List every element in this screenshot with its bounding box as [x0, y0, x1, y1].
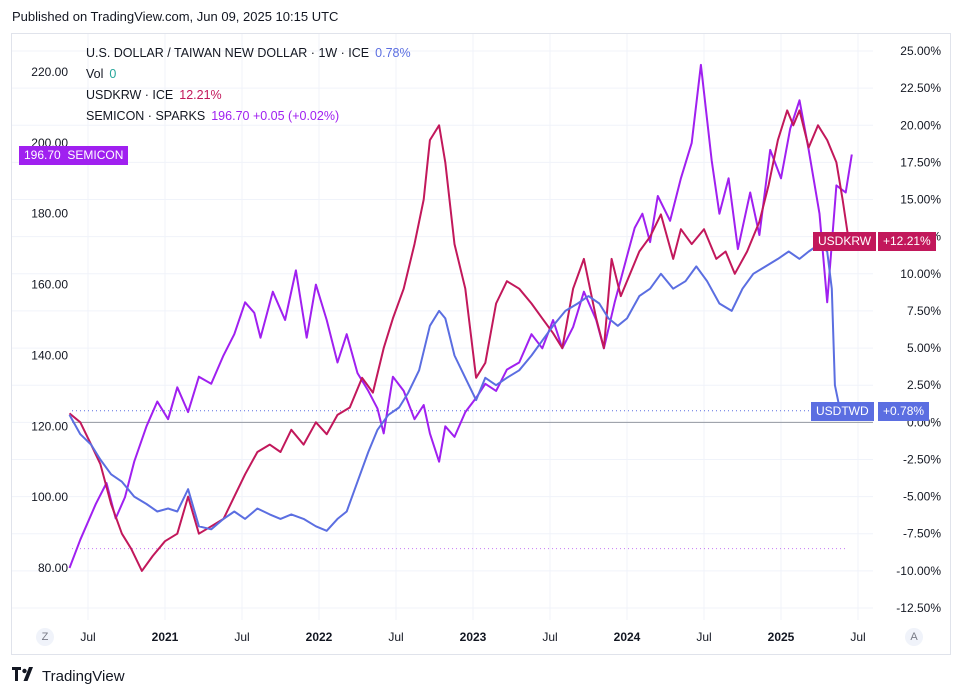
right-axis-tick: -12.50%	[896, 601, 941, 615]
right-axis-tick: 2.50%	[907, 378, 941, 392]
right-axis-tick: 15.00%	[900, 193, 941, 207]
series-line-usdtwd	[68, 243, 845, 532]
legend-main-value: 0.78%	[375, 46, 411, 60]
right-axis-tick: 20.00%	[900, 118, 941, 132]
x-axis-tick: Jul	[696, 630, 711, 644]
left-axis-tick: 140.00	[31, 348, 68, 362]
footer-brand[interactable]: TradingView	[42, 667, 125, 685]
legend-main-title: U.S. DOLLAR / TAIWAN NEW DOLLAR · 1W · I…	[86, 46, 370, 60]
left-axis-tick: 180.00	[31, 207, 68, 221]
chart-frame	[11, 33, 951, 655]
x-axis-tick: Jul	[850, 630, 865, 644]
left-axis-tick: 100.00	[31, 490, 68, 504]
legend-vol-value: 0	[109, 67, 117, 81]
twd-name-tag: USDTWD	[811, 402, 874, 421]
tradingview-logo-icon	[12, 667, 36, 685]
x-axis-tick: Jul	[542, 630, 557, 644]
twd-value-tag: +0.78%	[878, 402, 930, 421]
left-axis-tick: 220.00	[31, 65, 68, 79]
legend-semicon-value: 196.70 +0.05 (+0.02%)	[211, 109, 340, 123]
x-axis-tick: 2022	[306, 630, 333, 644]
krw-name-tag: USDKRW	[813, 232, 877, 251]
auto-scale-left-button[interactable]: Z	[36, 628, 54, 646]
auto-scale-right-button[interactable]: A	[905, 628, 923, 646]
series-line-usdkrw	[68, 109, 850, 572]
legend-krw-value: 12.21%	[179, 88, 222, 102]
legend-row-krw[interactable]: USDKRW · ICE 12.21%	[86, 85, 411, 106]
right-axis-tick: 7.50%	[907, 304, 941, 318]
legend-row-semicon[interactable]: SEMICON · SPARKS 196.70 +0.05 (+0.02%)	[86, 106, 411, 127]
left-axis-tick: 80.00	[38, 561, 68, 575]
right-axis-tick: 22.50%	[900, 81, 941, 95]
x-axis-tick: 2024	[614, 630, 641, 644]
legend-krw-title: USDKRW · ICE	[86, 88, 174, 102]
semicon-price-tag: 196.70 SEMICON	[19, 146, 129, 165]
krw-value-tag: +12.21%	[878, 232, 936, 251]
right-axis-tick: 5.00%	[907, 341, 941, 355]
left-axis-tick: 160.00	[31, 278, 68, 292]
legend-semicon-title: SEMICON · SPARKS	[86, 109, 206, 123]
right-axis-tick: 17.50%	[900, 155, 941, 169]
published-header: Published on TradingView.com, Jun 09, 20…	[12, 9, 339, 24]
x-axis-tick: 2023	[460, 630, 487, 644]
right-axis-tick: -5.00%	[903, 490, 941, 504]
x-axis-tick: 2025	[768, 630, 795, 644]
right-axis-tick: -2.50%	[903, 452, 941, 466]
legend: U.S. DOLLAR / TAIWAN NEW DOLLAR · 1W · I…	[86, 43, 411, 127]
x-axis-tick: 2021	[152, 630, 179, 644]
right-axis-tick: -7.50%	[903, 527, 941, 541]
series-line-semicon	[68, 63, 853, 569]
right-axis-tick: -10.00%	[896, 564, 941, 578]
x-axis-tick: Jul	[388, 630, 403, 644]
semicon-tag-name: SEMICON	[67, 148, 124, 162]
legend-row-vol[interactable]: Vol 0	[86, 64, 411, 85]
left-axis-tick: 120.00	[31, 419, 68, 433]
x-axis-tick: Jul	[80, 630, 95, 644]
right-axis-tick: 10.00%	[900, 267, 941, 281]
x-axis-tick: Jul	[234, 630, 249, 644]
semicon-tag-value: 196.70	[24, 148, 61, 162]
legend-row-main[interactable]: U.S. DOLLAR / TAIWAN NEW DOLLAR · 1W · I…	[86, 43, 411, 64]
legend-vol-title: Vol	[86, 67, 104, 81]
footer: TradingView	[12, 667, 125, 685]
right-axis-tick: 25.00%	[900, 44, 941, 58]
